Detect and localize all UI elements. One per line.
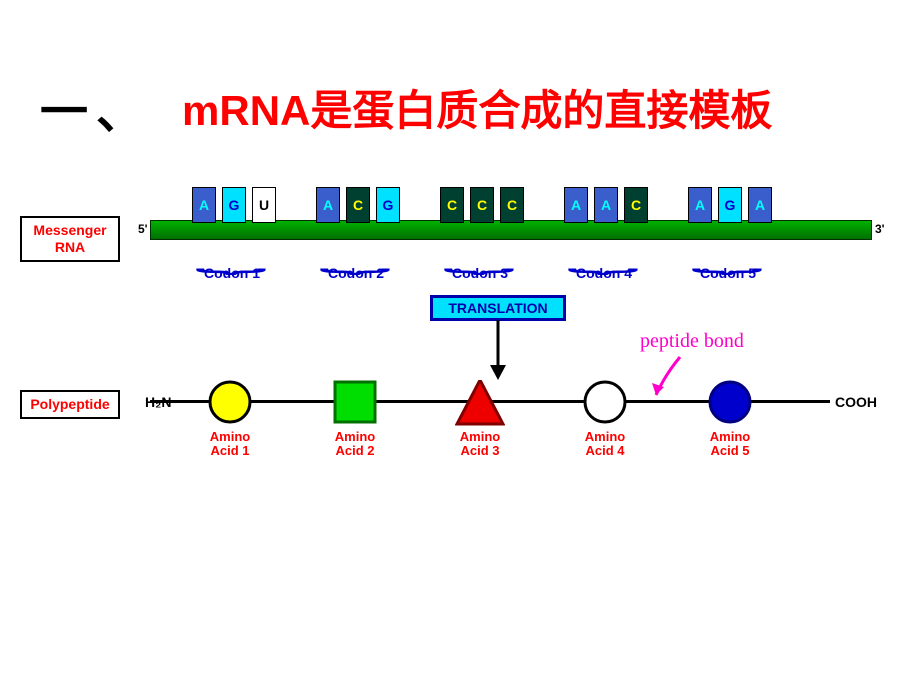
translation-diagram: MessengerRNA Polypeptide 5' 3' AGUACGCCC…: [20, 180, 900, 560]
codon-label: Codon 2: [306, 265, 406, 281]
nucleotide-box: A: [688, 187, 712, 223]
nucleotide-box: C: [470, 187, 494, 223]
amino-acid-shape: [330, 380, 380, 430]
amino-acid-label: AminoAcid 4: [565, 430, 645, 459]
amino-acid-shape: [705, 380, 755, 430]
nucleotide-box: G: [376, 187, 400, 223]
nucleotide-box: C: [624, 187, 648, 223]
translation-box: TRANSLATION: [430, 295, 566, 321]
nucleotide-box: A: [316, 187, 340, 223]
nucleotide-box: G: [718, 187, 742, 223]
amino-acid-shape: [455, 380, 505, 430]
polypeptide-label-box: Polypeptide: [20, 390, 120, 419]
mrna-label-text: MessengerRNA: [33, 222, 106, 255]
nucleotide-box: C: [346, 187, 370, 223]
nucleotide-box: A: [192, 187, 216, 223]
amino-acid-label: AminoAcid 3: [440, 430, 520, 459]
amino-acid-label: AminoAcid 5: [690, 430, 770, 459]
codon-label: Codon 3: [430, 265, 530, 281]
nucleotide-box: C: [440, 187, 464, 223]
peptide-bond-label: peptide bond: [640, 330, 744, 353]
down-arrow-icon: [488, 320, 508, 380]
title-row: 一、 mRNA是蛋白质合成的直接模板: [40, 72, 772, 142]
five-prime-label: 5': [138, 222, 148, 236]
nucleotide-box: G: [222, 187, 246, 223]
three-prime-label: 3': [875, 222, 885, 236]
title-bullet: 一、: [40, 72, 152, 142]
codon-label: Codon 4: [554, 265, 654, 281]
title-text: mRNA是蛋白质合成的直接模板: [182, 77, 772, 138]
polypeptide-label-text: Polypeptide: [30, 396, 109, 412]
codon-label: Codon 5: [678, 265, 778, 281]
mrna-strand: [150, 220, 872, 240]
translation-text: TRANSLATION: [448, 300, 547, 316]
nucleotide-box: U: [252, 187, 276, 223]
nucleotide-box: A: [594, 187, 618, 223]
amino-acid-shape: [205, 380, 255, 430]
amino-acid-shape: [580, 380, 630, 430]
nucleotide-box: C: [500, 187, 524, 223]
nucleotide-box: A: [564, 187, 588, 223]
peptide-bond-arrow-icon: [650, 355, 690, 405]
nucleotide-box: A: [748, 187, 772, 223]
c-terminus-label: COOH: [835, 394, 877, 410]
amino-acid-label: AminoAcid 1: [190, 430, 270, 459]
codon-label: Codon 1: [182, 265, 282, 281]
amino-acid-label: AminoAcid 2: [315, 430, 395, 459]
mrna-label-box: MessengerRNA: [20, 216, 120, 262]
